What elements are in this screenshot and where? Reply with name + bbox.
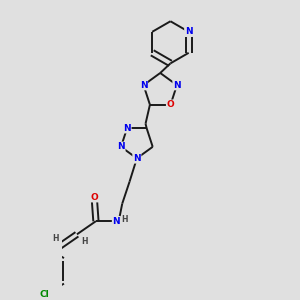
Text: N: N (133, 154, 141, 163)
Text: O: O (91, 193, 98, 202)
Text: H: H (121, 214, 128, 224)
Text: N: N (123, 124, 131, 133)
Text: Cl: Cl (40, 290, 50, 299)
Text: O: O (167, 100, 174, 109)
Text: N: N (185, 27, 193, 36)
Text: N: N (140, 81, 147, 90)
Text: H: H (52, 234, 58, 243)
Text: H: H (81, 237, 88, 246)
Text: N: N (112, 217, 120, 226)
Text: N: N (117, 142, 125, 151)
Text: N: N (173, 81, 181, 90)
